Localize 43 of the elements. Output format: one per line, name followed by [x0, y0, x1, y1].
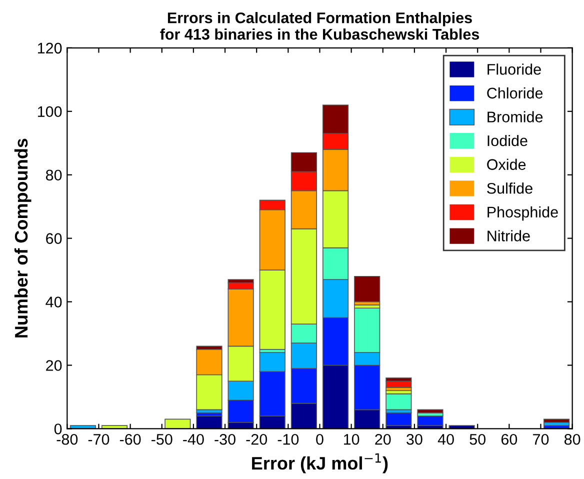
legend-label: Phosphide [488, 206, 558, 221]
y-tick-label: 0 [54, 424, 62, 434]
legend-label: Oxide [487, 158, 526, 170]
bar [386, 393, 412, 410]
y-tick-label: 80 [46, 170, 62, 181]
x-tick-label: -70 [88, 434, 110, 445]
x-tick-label: -40 [183, 434, 204, 445]
bar [164, 418, 191, 429]
bar [386, 380, 412, 388]
y-tick-label: 100 [38, 106, 62, 118]
legend-label: Iodide [488, 134, 528, 146]
bar [354, 276, 380, 302]
x-tick-label: 80 [564, 434, 580, 445]
x-tick-label: -10 [278, 434, 299, 445]
bar [543, 418, 570, 423]
x-tick-label: 60 [501, 434, 518, 445]
bar [386, 412, 412, 426]
x-tick-label: 50 [470, 434, 486, 445]
bar [417, 416, 444, 426]
y-tick-label: 20 [46, 360, 62, 371]
x-tick-label: 70 [533, 434, 549, 445]
x-tick-label: -80 [56, 434, 78, 445]
chart-title: Errors in Calculated Formation Enthalpies for 413 binaries in the Kubaschewski Tables [160, 12, 480, 40]
legend-label: Bromide [488, 111, 543, 122]
bar [417, 409, 444, 414]
x-tick-label: 30 [406, 434, 422, 445]
x-tick-label: 0 [316, 434, 324, 445]
legend-label: Nitride [488, 230, 530, 242]
y-tick-label: 120 [38, 42, 62, 54]
x-axis-title: Error (kJ mol$^{−1}$) [252, 453, 388, 474]
x-tick-label: -60 [120, 434, 141, 445]
x-tick-label: 20 [375, 434, 391, 445]
y-tick-label: 60 [46, 233, 62, 244]
x-tick-label: 10 [344, 434, 360, 445]
legend-label: Sulfide [487, 182, 532, 194]
x-tick-label: -50 [152, 434, 172, 445]
legend-label: Chloride [487, 87, 543, 99]
x-tick-label: -20 [246, 434, 268, 445]
x-tick-label: 40 [438, 434, 454, 445]
y-axis-title: Number of Compounds [14, 138, 32, 338]
y-tick-label: 40 [46, 296, 62, 308]
legend-label: Fluoride [488, 64, 541, 75]
x-tick-label: -30 [214, 434, 236, 445]
